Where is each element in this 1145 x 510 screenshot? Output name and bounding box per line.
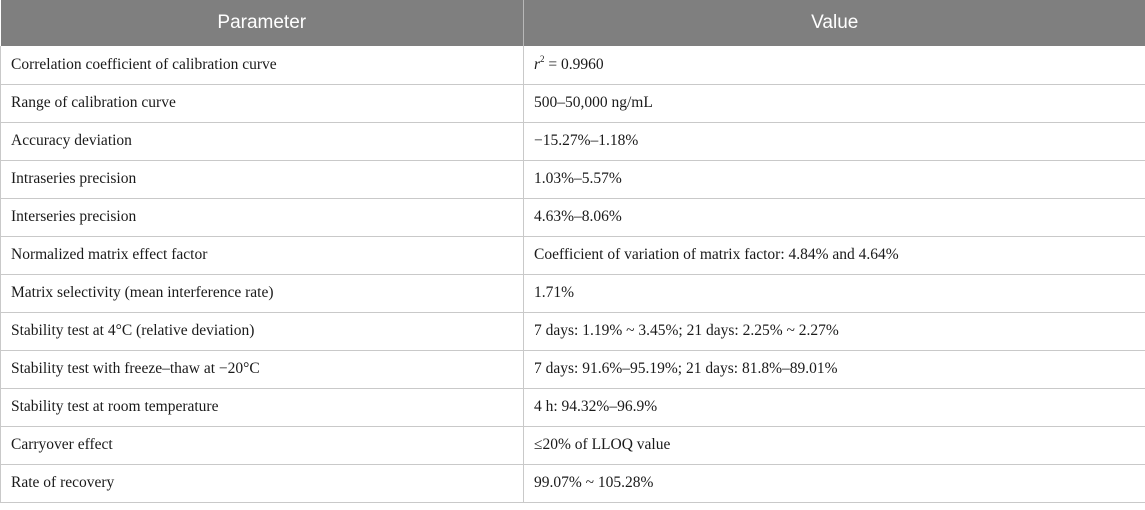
header-row: Parameter Value [0, 0, 1145, 46]
value-cell: Coefficient of variation of matrix facto… [523, 236, 1145, 275]
table-body: Correlation coefficient of calibration c… [0, 46, 1145, 503]
parameter-cell: Correlation coefficient of calibration c… [0, 46, 524, 85]
value-cell: 7 days: 91.6%–95.19%; 21 days: 81.8%–89.… [523, 350, 1145, 389]
table-row: Interseries precision 4.63%–8.06% [0, 198, 1145, 237]
value-cell: ≤20% of LLOQ value [523, 426, 1145, 465]
table-row: Normalized matrix effect factor Coefficie… [0, 236, 1145, 275]
header-parameter: Parameter [0, 0, 524, 46]
value-cell: −15.27%–1.18% [523, 122, 1145, 161]
table-row: Intraseries precision 1.03%–5.57% [0, 160, 1145, 199]
parameter-cell: Interseries precision [0, 198, 524, 237]
table-row: Stability test at 4°C (relative deviatio… [0, 312, 1145, 351]
table-row: Matrix selectivity (mean interference ra… [0, 274, 1145, 313]
table-row: Stability test with freeze–thaw at −20°C… [0, 350, 1145, 389]
value-cell: 7 days: 1.19% ~ 3.45%; 21 days: 2.25% ~ … [523, 312, 1145, 351]
table-row: Correlation coefficient of calibration c… [0, 46, 1145, 85]
table-row: Accuracy deviation −15.27%–1.18% [0, 122, 1145, 161]
value-cell: r2 = 0.9960 [523, 46, 1145, 85]
value-cell: 4 h: 94.32%–96.9% [523, 388, 1145, 427]
r-exponent: 2 [540, 53, 545, 64]
parameter-cell: Stability test with freeze–thaw at −20°C [0, 350, 524, 389]
table-row: Carryover effect ≤20% of LLOQ value [0, 426, 1145, 465]
parameter-cell: Accuracy deviation [0, 122, 524, 161]
parameter-cell: Stability test at room temperature [0, 388, 524, 427]
parameter-cell: Carryover effect [0, 426, 524, 465]
table-header: Parameter Value [0, 0, 1145, 46]
value-cell: 4.63%–8.06% [523, 198, 1145, 237]
value-cell: 500–50,000 ng/mL [523, 84, 1145, 123]
parameter-cell: Normalized matrix effect factor [0, 236, 524, 275]
value-cell: 1.03%–5.57% [523, 160, 1145, 199]
value-cell: 99.07% ~ 105.28% [523, 464, 1145, 503]
parameter-cell: Matrix selectivity (mean interference ra… [0, 274, 524, 313]
parameter-cell: Stability test at 4°C (relative deviatio… [0, 312, 524, 351]
parameter-cell: Range of calibration curve [0, 84, 524, 123]
value-cell: 1.71% [523, 274, 1145, 313]
parameter-cell: Intraseries precision [0, 160, 524, 199]
table-row: Stability test at room temperature 4 h: 9… [0, 388, 1145, 427]
table-row: Rate of recovery 99.07% ~ 105.28% [0, 464, 1145, 503]
table-row: Range of calibration curve 500–50,000 ng/… [0, 84, 1145, 123]
parameter-cell: Rate of recovery [0, 464, 524, 503]
r-value: = 0.9960 [544, 55, 604, 73]
header-value: Value [523, 0, 1145, 46]
r-symbol: r [534, 55, 541, 73]
